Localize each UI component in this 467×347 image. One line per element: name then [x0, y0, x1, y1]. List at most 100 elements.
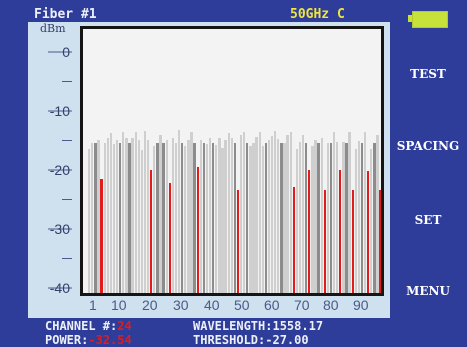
- x-tick-label: 80: [323, 297, 339, 313]
- channel-bar-peak: [345, 143, 348, 293]
- channel-bar-peak: [264, 143, 268, 293]
- threshold-value: -27.00: [265, 333, 309, 347]
- channel-bar: [224, 140, 227, 293]
- channel-bar-above-threshold: [100, 178, 103, 293]
- channel-bar: [131, 137, 134, 293]
- channel-bar: [336, 141, 339, 293]
- channel-bar: [320, 137, 323, 293]
- y-tick-label: -10: [49, 103, 70, 119]
- channel-bar: [342, 142, 345, 293]
- channel-bar: [295, 148, 299, 293]
- set-softkey[interactable]: SET: [414, 213, 442, 227]
- channel-bar: [270, 135, 274, 293]
- y-tick-label: -30: [49, 221, 70, 237]
- channel-bar: [348, 132, 351, 293]
- channel-bar-above-threshold: [367, 170, 370, 293]
- channel-bar-peak: [202, 143, 206, 293]
- channel-bar: [140, 149, 144, 293]
- channel-bar-peak: [246, 143, 249, 293]
- power-readout: POWER:-32.54: [45, 333, 132, 347]
- header-bar: [28, 8, 390, 22]
- channel-bar: [376, 134, 379, 293]
- channel-bar: [298, 142, 302, 293]
- channel-bar: [258, 132, 261, 293]
- channel-bar-above-threshold: [150, 169, 153, 293]
- channel-bar-peak: [94, 143, 97, 293]
- x-tick-label: 90: [353, 297, 369, 313]
- channel-bar: [165, 140, 168, 293]
- channel-bar: [125, 137, 128, 293]
- channel-bar: [255, 136, 258, 293]
- channel-bar-peak: [317, 143, 320, 293]
- x-tick-label: 20: [142, 297, 158, 313]
- fiber-title: Fiber #1: [34, 7, 97, 22]
- channel-bar: [159, 134, 162, 293]
- channel-bar: [88, 149, 91, 293]
- channel-bar-peak: [329, 143, 333, 293]
- power-label: POWER:: [45, 333, 89, 347]
- channel-bar: [187, 140, 190, 293]
- channel-bar: [174, 143, 178, 293]
- battery-tip: [408, 15, 412, 22]
- channel-bar: [274, 131, 277, 293]
- y-tick-label: -40: [49, 280, 70, 296]
- menu-softkey[interactable]: MENU: [406, 284, 450, 298]
- y-unit-label: dBm: [40, 22, 66, 35]
- channel-bar: [383, 143, 385, 293]
- channel-bar: [190, 131, 193, 293]
- channel-bar: [106, 137, 109, 293]
- x-tick-label: 1: [89, 297, 97, 313]
- threshold-label: THRESHOLD:: [193, 333, 266, 347]
- channel-bar: [354, 149, 357, 293]
- channel-bar: [134, 131, 137, 293]
- channel-bar-above-threshold: [168, 182, 171, 293]
- channel-bar: [112, 144, 116, 293]
- channel-bar: [239, 134, 243, 293]
- channel-bar: [252, 142, 255, 293]
- channel-bar: [332, 131, 336, 293]
- channel-bar: [208, 137, 212, 293]
- channel-bar: [146, 140, 150, 293]
- channel-readout: CHANNEL #:24: [45, 319, 132, 333]
- channel-bar-peak: [162, 143, 165, 293]
- wavelength-readout: WAVELENGTH:1558.17: [193, 319, 323, 333]
- channel-bar-peak: [156, 143, 159, 293]
- spacing-softkey[interactable]: SPACING: [396, 139, 460, 153]
- channel-bar: [184, 146, 187, 293]
- channel-bar-above-threshold: [292, 187, 295, 293]
- channel-bar-peak: [193, 143, 196, 293]
- channel-bar-above-threshold: [339, 169, 342, 293]
- channel-bar: [143, 131, 147, 293]
- channel-bar: [205, 144, 209, 293]
- x-tick-label: 40: [204, 297, 220, 313]
- channel-bar: [283, 143, 286, 293]
- channel-bar-peak: [119, 143, 122, 293]
- channel-bar: [153, 146, 156, 293]
- channel-bar-above-threshold: [379, 190, 381, 293]
- channel-bar: [171, 137, 175, 293]
- channel-bar: [286, 135, 289, 293]
- wavelength-value: 1558.17: [272, 319, 324, 333]
- channel-bar-above-threshold: [196, 166, 199, 293]
- channel-bar: [326, 143, 330, 293]
- channel-bar: [91, 143, 94, 293]
- channel-bar: [97, 140, 100, 293]
- test-softkey[interactable]: TEST: [410, 67, 446, 81]
- channel-value: 24: [117, 319, 132, 333]
- channel-bar-above-threshold: [236, 190, 240, 293]
- x-tick-label: 60: [264, 297, 280, 313]
- channel-bar-peak: [181, 143, 184, 293]
- channel-bar: [267, 140, 271, 293]
- channel-bar: [177, 129, 181, 293]
- channel-bar: [301, 135, 305, 293]
- channel-bar-peak: [305, 143, 308, 293]
- channel-bar: [249, 146, 252, 293]
- channel-bar-peak: [212, 143, 215, 293]
- y-tick-label: -20: [49, 162, 70, 178]
- channel-bar: [277, 139, 280, 293]
- x-tick-label: 50: [234, 297, 250, 313]
- spectrum-plot: [80, 26, 384, 296]
- channel-bar: [243, 131, 246, 293]
- threshold-readout: THRESHOLD:-27.00: [193, 333, 309, 347]
- channel-bar-above-threshold: [323, 190, 326, 293]
